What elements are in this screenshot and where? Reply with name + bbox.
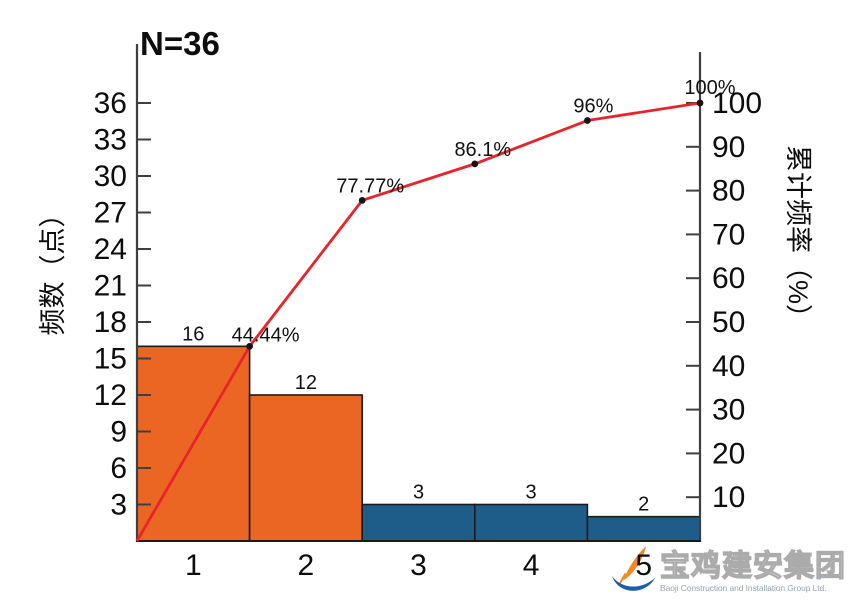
left-axis-tick-label: 3 (110, 489, 127, 522)
cumulative-point (696, 99, 704, 107)
logo-text-block: 宝鸡建安集团 Baoji Construction and Installati… (659, 550, 846, 593)
logo-sail-shape (623, 545, 647, 581)
bar-category-5 (586, 515, 701, 542)
cumulative-point-label: 77.77% (336, 175, 404, 197)
cumulative-point (584, 117, 591, 124)
left-axis-title: 频数（点） (38, 201, 68, 336)
right-axis-tick-label: 100 (712, 87, 762, 120)
bar-value-label: 3 (413, 482, 424, 504)
bar-value-label: 2 (638, 494, 649, 516)
left-axis-tick-label: 36 (94, 87, 127, 120)
cumulative-point (471, 160, 479, 168)
cumulative-line (135, 101, 701, 542)
right-axis-tick-label: 30 (712, 394, 745, 427)
bar-category-2 (248, 394, 364, 542)
cumulative-point-label: 100% (684, 77, 735, 99)
right-axis-tick-label: 80 (712, 175, 745, 208)
right-axis-tick-label: 90 (712, 131, 745, 164)
logo-sail-shape-small (618, 572, 627, 587)
left-axis-tick-label: 9 (110, 416, 127, 449)
right-axis-title: 累计频率（%） (783, 145, 813, 331)
x-axis-tick-label: 1 (185, 549, 202, 582)
cumulative-point (246, 342, 254, 350)
left-axis-tick-label: 21 (94, 270, 127, 303)
left-axis-tick-label: 24 (94, 233, 127, 266)
left-axis-tick-label: 18 (94, 306, 127, 339)
cumulative-point-label: 96% (573, 96, 613, 118)
right-axis-tick-label: 50 (712, 306, 745, 339)
company-logo: 宝鸡建安集团 Baoji Construction and Installati… (611, 543, 846, 593)
x-axis-tick-label: 2 (298, 549, 315, 582)
left-axis-tick-label: 15 (94, 343, 127, 376)
right-axis-tick-label: 60 (712, 262, 745, 295)
right-axis-tick-label: 20 (712, 437, 745, 470)
left-axis-tick-label: 12 (94, 379, 127, 412)
bar-value-label: 16 (182, 323, 204, 345)
bar-category-4 (473, 503, 589, 542)
logo-hull-shape (611, 575, 656, 591)
logo-sail-icon (611, 545, 656, 591)
cumulative-point (358, 196, 366, 204)
left-axis-tick-label: 27 (94, 197, 127, 230)
x-axis-tick-label: 5 (635, 549, 652, 582)
logo-company-name-en: Baoji Construction and Installation Grou… (660, 583, 827, 593)
right-axis-tick-label: 10 (712, 481, 745, 514)
left-axis-tick-label: 6 (110, 452, 127, 485)
right-axis-tick-label: 70 (712, 218, 745, 251)
logo-company-name-cn: 宝鸡建安集团 (659, 550, 846, 583)
bar-value-label: 3 (526, 482, 537, 504)
cumulative-point-label: 86.1% (454, 139, 511, 161)
x-axis-tick-label: 3 (410, 549, 427, 582)
cumulative-point-label: 44.44% (232, 324, 300, 346)
bar-value-label: 12 (295, 372, 317, 394)
x-axis-tick-label: 4 (523, 549, 540, 582)
left-axis-tick-label: 33 (94, 124, 127, 157)
bar-category-3 (361, 503, 476, 542)
chart-title: N=36 (140, 25, 220, 62)
left-axis-tick-label: 30 (94, 160, 127, 193)
right-axis-tick-label: 40 (712, 350, 745, 383)
